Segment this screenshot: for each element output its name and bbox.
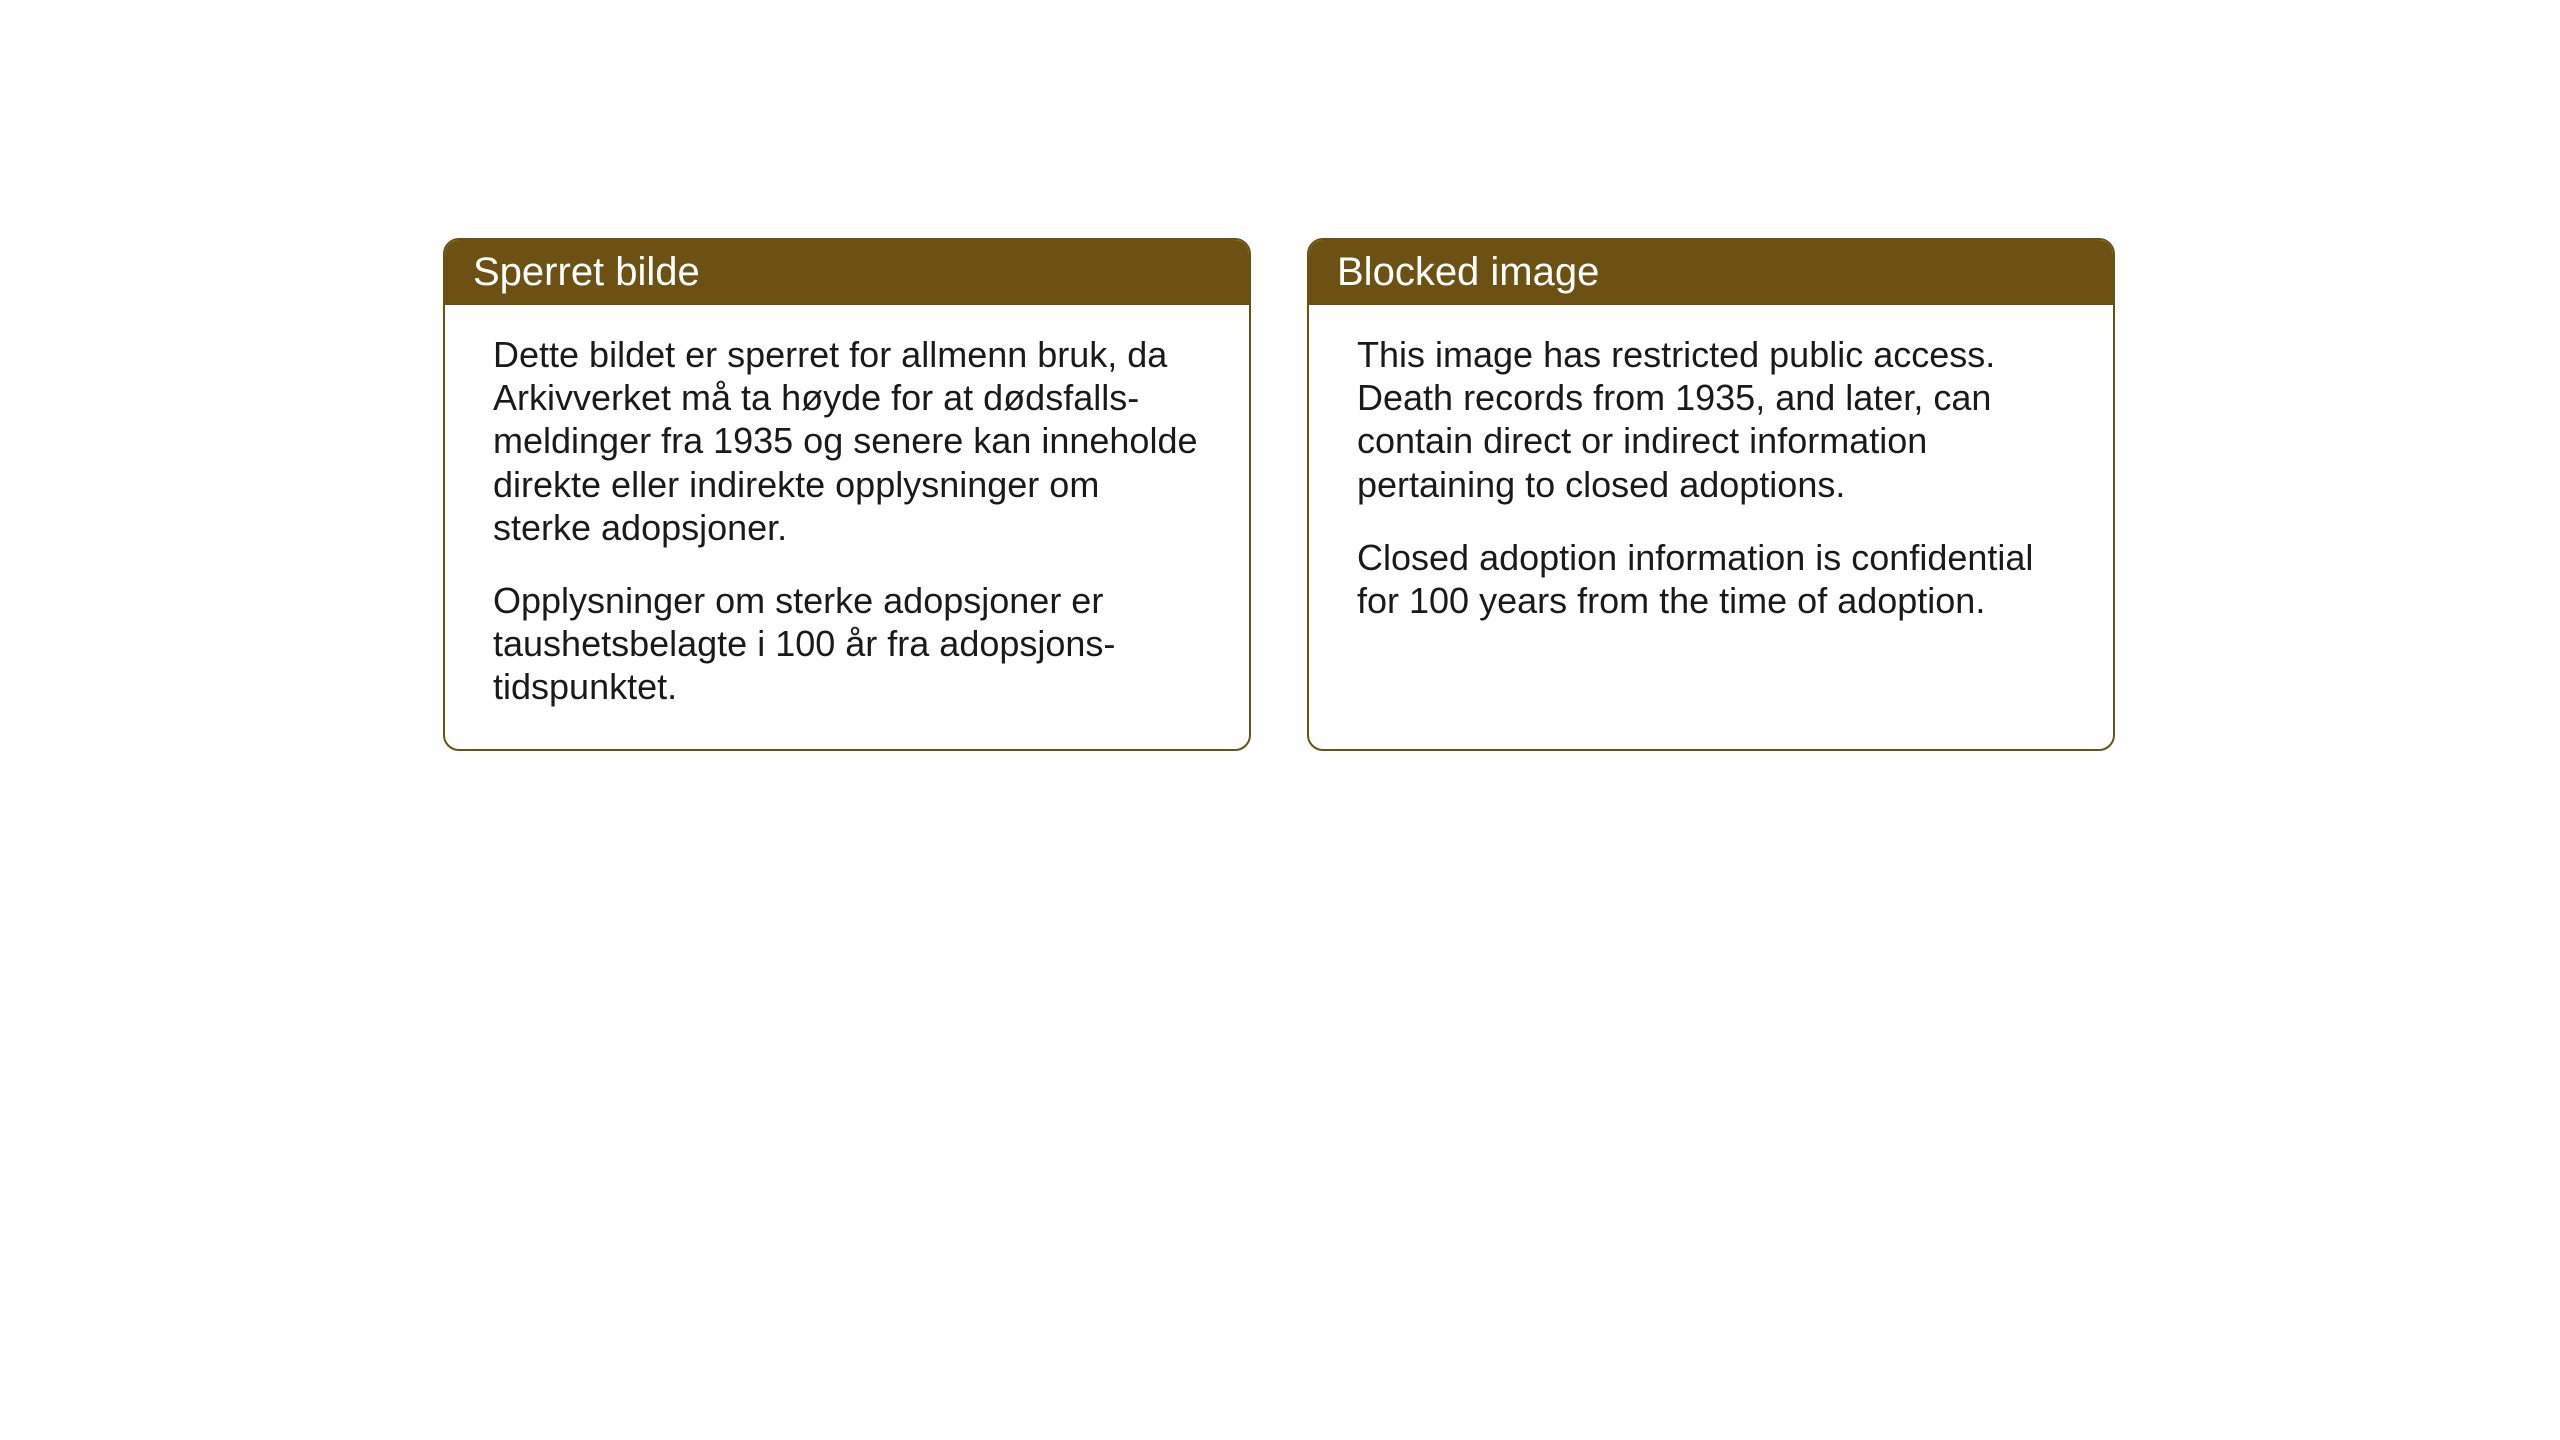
norwegian-notice-card: Sperret bilde Dette bildet er sperret fo… [443,238,1251,751]
english-card-title: Blocked image [1309,240,2113,305]
english-card-body: This image has restricted public access.… [1309,305,2113,662]
english-notice-card: Blocked image This image has restricted … [1307,238,2115,751]
norwegian-paragraph-2: Opplysninger om sterke adopsjoner er tau… [493,579,1201,709]
norwegian-paragraph-1: Dette bildet er sperret for allmenn bruk… [493,333,1201,549]
notice-container: Sperret bilde Dette bildet er sperret fo… [443,238,2115,751]
norwegian-card-body: Dette bildet er sperret for allmenn bruk… [445,305,1249,749]
english-paragraph-1: This image has restricted public access.… [1357,333,2065,506]
norwegian-card-title: Sperret bilde [445,240,1249,305]
english-paragraph-2: Closed adoption information is confident… [1357,536,2065,622]
